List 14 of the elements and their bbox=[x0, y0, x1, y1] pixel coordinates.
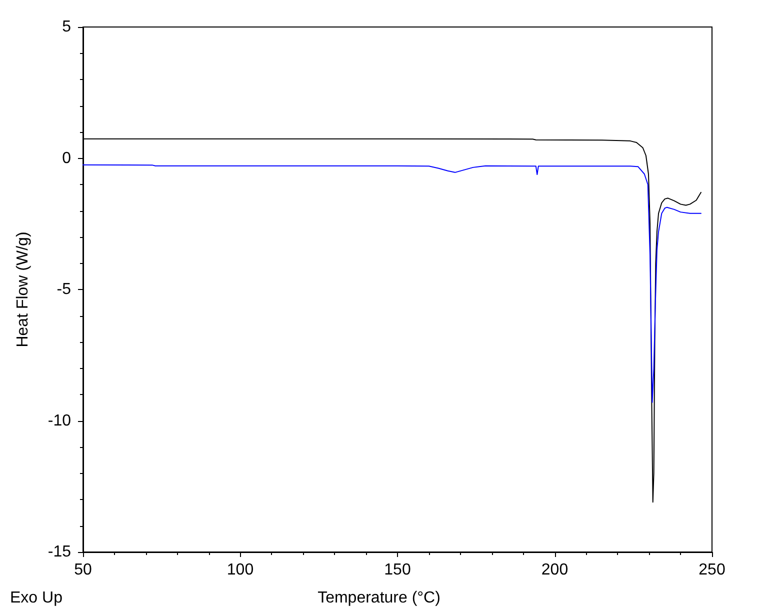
y-tick-label: 0 bbox=[62, 150, 72, 167]
y-tick-label: 5 bbox=[62, 18, 72, 36]
text: Exo Up bbox=[10, 590, 63, 606]
x-axis-title: Temperature (°C) bbox=[318, 590, 440, 606]
x-tick-label: 150 bbox=[384, 562, 411, 578]
x-tick-label: 250 bbox=[698, 562, 726, 578]
x-tick-label: 50 bbox=[74, 562, 92, 578]
y-tick-label: -15 bbox=[48, 544, 72, 560]
x-tick-label: 200 bbox=[541, 562, 568, 578]
x-tick-label: 100 bbox=[226, 562, 254, 578]
y-tick-label: -5 bbox=[56, 281, 72, 298]
y-tick-label: -10 bbox=[48, 412, 72, 430]
line-series bbox=[82, 164, 702, 403]
y-axis-title: Heat Flow (W/g) bbox=[14, 232, 32, 348]
